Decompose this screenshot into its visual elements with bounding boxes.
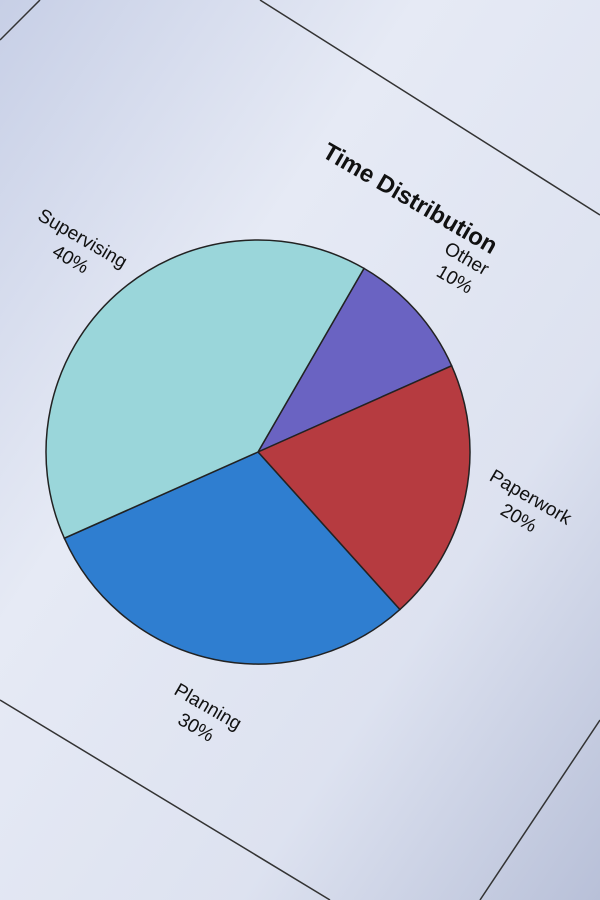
pie-slice bbox=[63, 451, 401, 665]
pie-slice bbox=[45, 239, 366, 540]
page-border bbox=[0, 699, 331, 900]
page-border bbox=[259, 0, 600, 216]
page-border bbox=[0, 0, 41, 41]
page-border bbox=[479, 719, 600, 900]
pie-slice bbox=[256, 267, 453, 454]
pie-slice bbox=[256, 364, 471, 611]
